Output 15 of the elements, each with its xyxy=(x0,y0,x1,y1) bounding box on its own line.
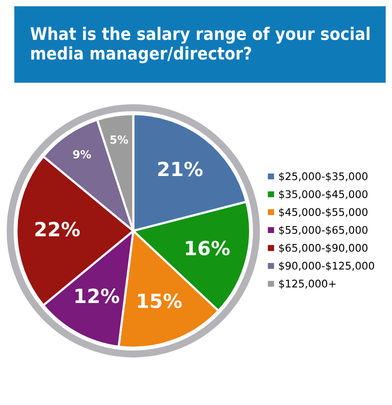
legend-label: $125,000+ xyxy=(279,279,336,289)
data-label: 9% xyxy=(73,150,91,158)
legend-label: $45,000-$55,000 xyxy=(279,208,368,218)
legend-label: $25,000-$35,000 xyxy=(279,172,368,182)
legend-label: $65,000-$90,000 xyxy=(279,244,368,254)
data-label: 12% xyxy=(76,288,120,304)
data-label: 21% xyxy=(158,162,203,176)
chart-title: What is the salary range of your social media manager/director? xyxy=(30,26,370,64)
legend-label: $55,000-$65,000 xyxy=(279,226,368,236)
data-label: 22% xyxy=(35,222,80,236)
data-label: 5% xyxy=(110,135,128,144)
data-label: 15% xyxy=(138,293,182,308)
legend-label: $35,000-$45,000 xyxy=(279,190,368,200)
legend-label: $90,000-$125,000 xyxy=(279,262,374,272)
data-label: 16% xyxy=(186,240,230,256)
